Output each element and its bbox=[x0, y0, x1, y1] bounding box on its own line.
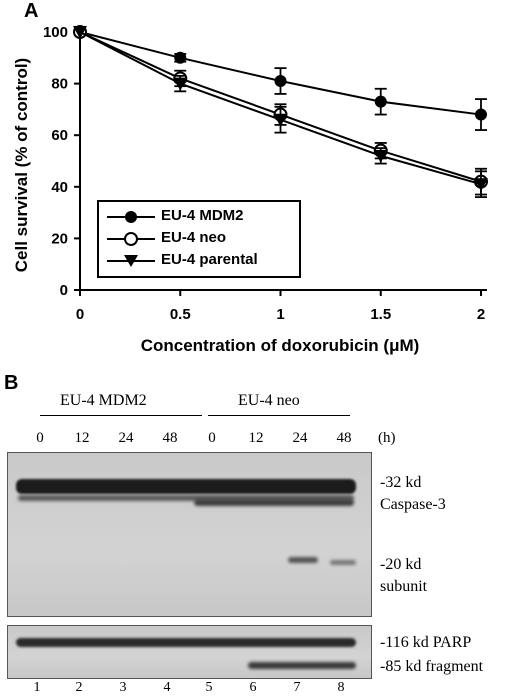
lane-number: 3 bbox=[119, 680, 127, 695]
legend-label-neo: EU-4 neo bbox=[161, 229, 227, 246]
blot-parp bbox=[7, 625, 372, 679]
survival-chart: 0 20 40 60 80 100 0 0.5 1 1.5 2 bbox=[43, 24, 488, 323]
time-point-label: 24 bbox=[118, 430, 134, 446]
group-label-mdm2: EU-4 MDM2 bbox=[60, 392, 147, 409]
legend-filled-triangle-icon bbox=[107, 255, 155, 267]
y-tick-label: 100 bbox=[43, 24, 68, 41]
legend-label-parental: EU-4 parental bbox=[161, 251, 258, 268]
y-tick-label: 0 bbox=[60, 282, 68, 299]
panel-b-letter: B bbox=[4, 372, 19, 394]
group-label-neo: EU-4 neo bbox=[238, 392, 300, 409]
legend: EU-4 MDM2 EU-4 neo EU-4 parental bbox=[97, 200, 301, 278]
x-tick-label: 1 bbox=[276, 306, 284, 323]
time-point-label: 0 bbox=[208, 430, 216, 446]
filled-circle-marker bbox=[475, 108, 487, 121]
x-axis-title: Concentration of doxorubicin (μM) bbox=[140, 336, 420, 355]
lane-number: 2 bbox=[75, 680, 83, 695]
x-tick-label: 2 bbox=[477, 306, 485, 323]
y-tick-label: 40 bbox=[51, 179, 68, 196]
time-point-label: 12 bbox=[74, 430, 90, 446]
lane-number: 1 bbox=[33, 680, 41, 695]
marker-subunit: subunit bbox=[380, 578, 428, 595]
y-tick-label: 60 bbox=[51, 127, 68, 144]
x-tick-label: 0.5 bbox=[170, 306, 191, 323]
filled-triangle-marker bbox=[73, 26, 87, 39]
legend-item-mdm2: EU-4 MDM2 bbox=[99, 206, 299, 228]
x-tick-label: 1.5 bbox=[370, 306, 391, 323]
filled-circle-marker bbox=[274, 75, 287, 88]
filled-triangle-marker bbox=[474, 178, 488, 192]
marker-116kd-parp: -116 kd PARP bbox=[380, 634, 472, 651]
time-point-label: 12 bbox=[248, 430, 264, 446]
legend-item-parental: EU-4 parental bbox=[99, 250, 299, 272]
y-tick-label: 20 bbox=[51, 230, 68, 247]
filled-triangle-marker bbox=[373, 149, 388, 163]
filled-triangle-marker bbox=[273, 113, 288, 127]
marker-20kd: -20 kd bbox=[380, 556, 422, 573]
legend-label-mdm2: EU-4 MDM2 bbox=[161, 207, 244, 224]
marker-32kd: -32 kd bbox=[380, 474, 422, 491]
x-tick-label: 0 bbox=[76, 306, 84, 323]
legend-item-neo: EU-4 neo bbox=[99, 228, 299, 250]
marker-caspase3: Caspase-3 bbox=[380, 496, 446, 513]
panel-a-letter: A bbox=[24, 0, 39, 22]
group-underline-mdm2 bbox=[40, 415, 202, 416]
time-point-label: 48 bbox=[162, 430, 178, 446]
y-axis-title: Cell survival (% of control) bbox=[12, 57, 31, 273]
y-tick-label: 80 bbox=[51, 76, 68, 93]
lane-number: 4 bbox=[163, 680, 171, 695]
filled-triangle-marker bbox=[173, 77, 188, 91]
lane-number: 5 bbox=[205, 680, 213, 695]
group-underline-neo bbox=[208, 415, 350, 416]
filled-circle-marker bbox=[174, 51, 187, 64]
time-point-label: 0 bbox=[36, 430, 44, 446]
marker-85kd-fragment: -85 kd fragment bbox=[380, 658, 484, 675]
lane-number: 6 bbox=[249, 680, 257, 695]
blot-caspase3 bbox=[7, 452, 372, 617]
lane-number: 8 bbox=[337, 680, 345, 695]
legend-filled-circle-icon bbox=[107, 211, 155, 223]
filled-circle-marker bbox=[374, 95, 387, 108]
time-unit: (h) bbox=[378, 430, 396, 446]
time-point-label: 48 bbox=[336, 430, 352, 446]
time-point-label: 24 bbox=[292, 430, 308, 446]
lane-number: 7 bbox=[293, 680, 301, 695]
legend-open-circle-icon bbox=[107, 232, 155, 246]
